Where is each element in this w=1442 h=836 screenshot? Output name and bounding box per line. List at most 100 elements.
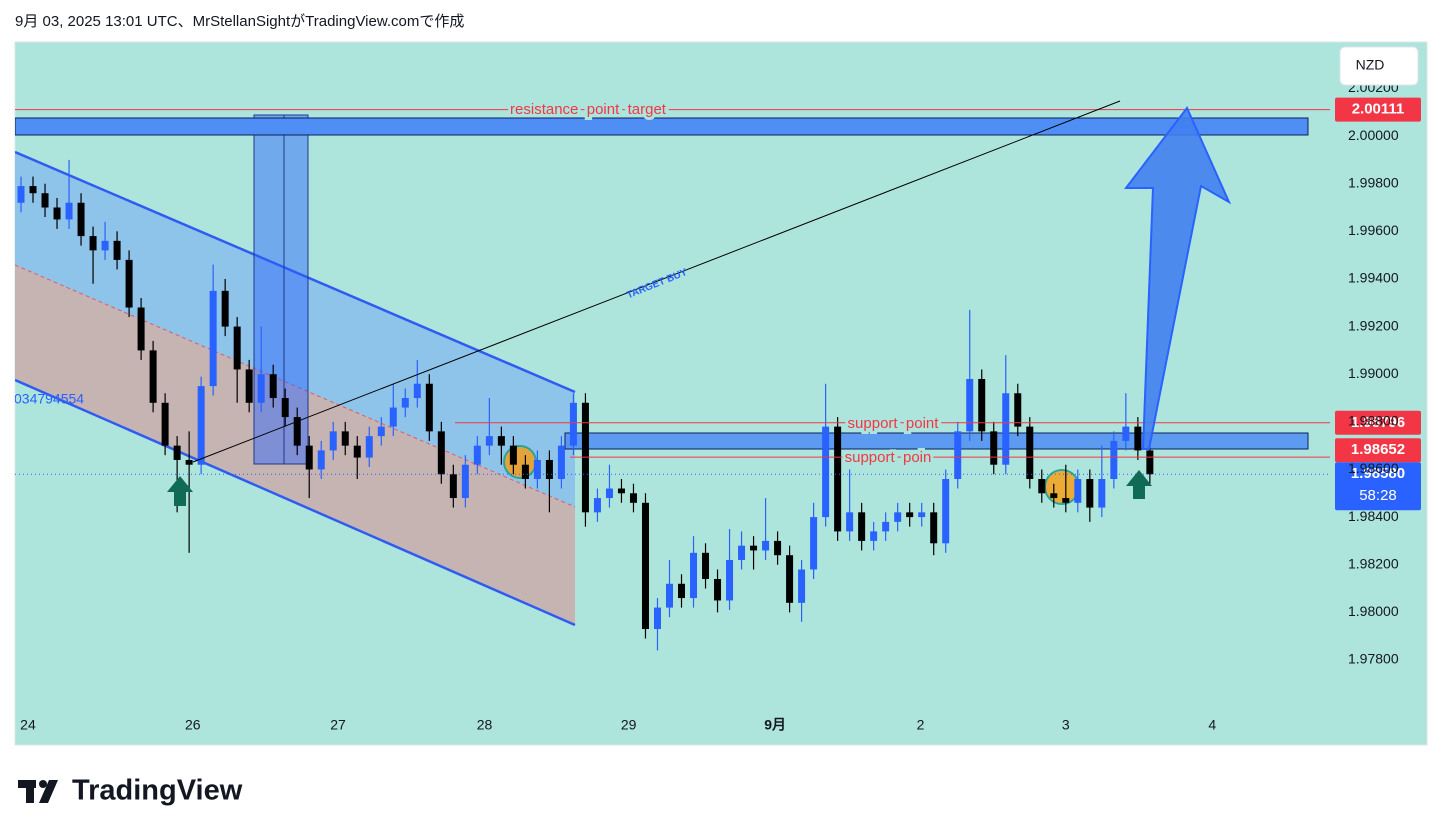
candle-body — [89, 236, 97, 251]
candle-body — [413, 383, 421, 399]
candle-body — [53, 207, 61, 220]
candle-body — [245, 369, 253, 403]
channel-upper — [15, 152, 575, 507]
price-level-label: 1.98652 — [1351, 441, 1405, 458]
price-level-box — [1335, 410, 1421, 435]
candle-body — [834, 426, 842, 532]
candle-body — [509, 445, 517, 465]
candle-body — [125, 259, 133, 308]
candle-body — [990, 431, 998, 465]
candle-body — [401, 398, 409, 408]
candle-body — [497, 436, 505, 446]
candle-body — [65, 202, 73, 220]
y-tick-label: 1.99400 — [1348, 270, 1399, 286]
candle-body — [846, 512, 854, 532]
candle-body — [1038, 478, 1046, 494]
candle-body — [281, 398, 289, 418]
price-levels: 1.98580 58:28 2.00111 1.98796 1.98652 — [15, 97, 1421, 511]
candle-body — [906, 512, 914, 518]
candle-body — [209, 290, 217, 387]
candle-body — [966, 378, 974, 432]
candle-body — [557, 445, 565, 479]
header: 9月 03, 2025 13:01 UTC、MrStellanSightがTra… — [15, 13, 464, 30]
candle-body — [870, 531, 878, 541]
candle-body — [798, 569, 806, 603]
currency-button[interactable] — [1339, 46, 1419, 86]
x-tick-label: 26 — [185, 717, 201, 733]
y-tick-label: 1.99800 — [1348, 174, 1399, 190]
candle-body — [77, 202, 85, 237]
logo-mark — [26, 780, 34, 803]
candle-body — [1062, 498, 1070, 503]
candle-body — [101, 240, 109, 251]
annotation: support poin — [845, 449, 932, 466]
y-tick-label: 1.98000 — [1348, 603, 1399, 619]
candle-body — [762, 540, 770, 551]
x-tick-label: 2 — [917, 717, 925, 733]
candle-body — [41, 193, 49, 208]
candle-body — [653, 607, 661, 630]
candle-body — [161, 402, 169, 446]
price-level-label: 2.00111 — [1352, 101, 1405, 118]
candle-body — [593, 498, 601, 513]
candle-body — [678, 583, 686, 599]
y-tick-label: 1.99000 — [1348, 365, 1399, 381]
candle-body — [1086, 478, 1094, 508]
candle-body — [726, 559, 734, 601]
candle-body — [882, 521, 890, 532]
candle-body — [437, 431, 445, 475]
candle-body — [173, 445, 181, 460]
candle-body — [690, 552, 698, 599]
candle-body — [930, 512, 938, 544]
candle-body — [1098, 478, 1106, 508]
candle-body — [305, 445, 313, 470]
candle-body — [17, 186, 25, 203]
candle-body — [1014, 393, 1022, 427]
annotation: resistance point target — [510, 101, 667, 118]
y-tick-label: 1.97800 — [1348, 651, 1399, 667]
x-tick-label: 3 — [1062, 717, 1070, 733]
last-price-box — [1335, 462, 1421, 511]
candle-body — [221, 290, 229, 327]
candle-body — [942, 478, 950, 544]
candle-body — [1134, 426, 1142, 451]
support-zone — [564, 432, 1309, 450]
x-tick-label: 28 — [477, 717, 493, 733]
channel-line — [15, 150, 576, 394]
candle-body — [774, 540, 782, 556]
annotation: support point — [848, 415, 940, 432]
countdown: 58:28 — [1359, 487, 1397, 504]
candle-body — [1026, 426, 1034, 479]
target-line — [192, 100, 1121, 463]
resistance-zone — [15, 117, 1309, 136]
candle-body — [473, 445, 481, 465]
candle-body — [786, 555, 794, 603]
logo-text: TradingView — [72, 775, 243, 807]
candle-body — [810, 517, 818, 570]
logo: TradingView — [18, 775, 243, 807]
candle-body — [461, 464, 469, 499]
candle-body — [389, 407, 397, 427]
candle-body — [738, 545, 746, 560]
candle-body — [569, 402, 577, 446]
x-tick-label: 9月 — [764, 717, 786, 733]
candle-body — [185, 459, 193, 465]
candle-body — [29, 186, 37, 194]
x-tick-label: 27 — [330, 717, 346, 733]
candle-body — [485, 436, 493, 446]
candle-body — [533, 459, 541, 479]
y-tick-label: 1.99200 — [1348, 317, 1399, 333]
candle-body — [269, 374, 277, 399]
candle-body — [449, 474, 457, 499]
price-level-label: 1.98796 — [1351, 414, 1405, 431]
candle-body — [954, 431, 962, 479]
candle-body — [1002, 393, 1010, 465]
candle-body — [341, 431, 349, 446]
price-level-box — [1335, 97, 1421, 122]
candle-body — [197, 386, 205, 465]
candle-body — [353, 445, 361, 458]
last-price-label: 1.98580 — [1351, 465, 1405, 482]
candle-body — [377, 426, 385, 437]
candle-body — [641, 502, 649, 630]
